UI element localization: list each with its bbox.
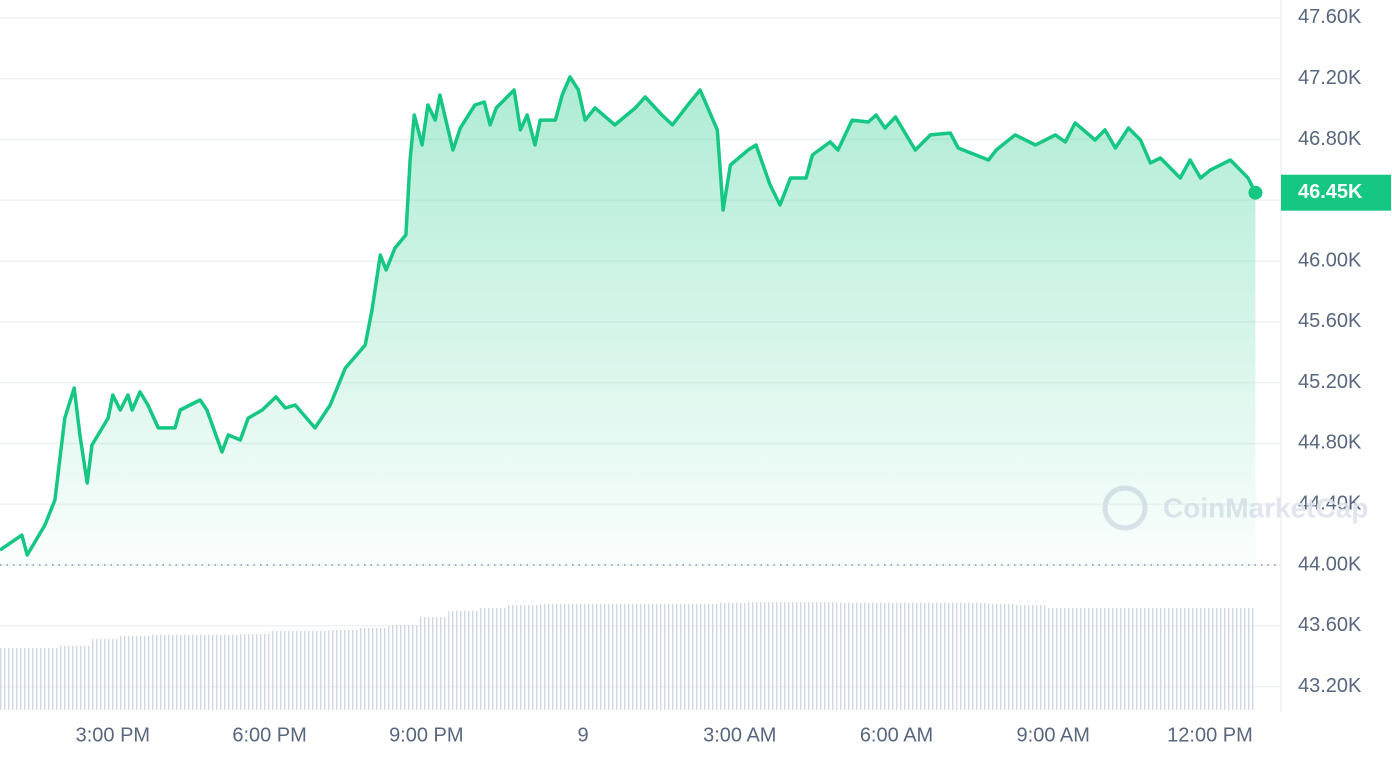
y-tick-label: 43.60K bbox=[1298, 614, 1362, 636]
price-tag-label: 46.45K bbox=[1298, 181, 1363, 203]
y-tick-label: 47.60K bbox=[1298, 6, 1362, 28]
x-tick-label: 3:00 AM bbox=[703, 724, 776, 746]
x-tick-label: 6:00 AM bbox=[860, 724, 933, 746]
volume-bar bbox=[597, 604, 628, 710]
volume-bar bbox=[0, 648, 30, 710]
y-tick-label: 44.80K bbox=[1298, 432, 1362, 454]
price-tag bbox=[1281, 174, 1391, 211]
volume-bar bbox=[478, 608, 508, 710]
volume-bar bbox=[328, 630, 359, 710]
volume-bar bbox=[1105, 608, 1136, 710]
volume-bar bbox=[567, 604, 598, 710]
y-tick-label: 47.20K bbox=[1298, 67, 1362, 89]
y-tick-label: 46.00K bbox=[1298, 249, 1362, 271]
y-tick-label: 44.00K bbox=[1298, 553, 1362, 575]
volume-bar bbox=[986, 604, 1016, 710]
volume-bar bbox=[59, 646, 90, 710]
volume-bar bbox=[1015, 605, 1046, 710]
x-tick-label: 9 bbox=[577, 724, 588, 746]
volume-bar bbox=[687, 604, 718, 710]
volume-bar bbox=[776, 602, 807, 710]
volume-bar bbox=[836, 603, 867, 710]
price-area bbox=[0, 76, 1256, 566]
volume-bar bbox=[239, 634, 269, 710]
volume-bar bbox=[119, 636, 150, 710]
x-tick-label: 12:00 PM bbox=[1167, 724, 1253, 746]
volume-bar bbox=[956, 603, 987, 710]
y-tick-label: 46.80K bbox=[1298, 128, 1362, 150]
x-tick-label: 3:00 PM bbox=[76, 724, 150, 746]
volume-bar bbox=[1195, 608, 1226, 710]
volume-bar bbox=[209, 635, 240, 710]
volume-bar bbox=[298, 631, 329, 710]
volume-bar bbox=[866, 603, 897, 710]
volume-bar bbox=[89, 639, 120, 710]
volume-bar bbox=[1045, 608, 1076, 710]
volume-bar bbox=[1075, 608, 1106, 710]
y-tick-label: 44.40K bbox=[1298, 493, 1362, 515]
volume-bar bbox=[388, 625, 419, 710]
volume-bar bbox=[806, 602, 837, 710]
volume-bar bbox=[537, 604, 568, 710]
volume-bar bbox=[507, 605, 538, 710]
volume-bar bbox=[358, 628, 389, 710]
volume-bar bbox=[418, 617, 449, 710]
volume-bar bbox=[747, 602, 777, 710]
last-point bbox=[1248, 185, 1263, 200]
y-tick-label: 45.60K bbox=[1298, 310, 1362, 332]
volume-bar bbox=[627, 604, 658, 710]
volume-bar bbox=[149, 635, 180, 710]
volume-bar bbox=[179, 635, 210, 710]
volume-bar bbox=[657, 604, 688, 710]
volume-bar bbox=[717, 603, 748, 710]
volume-bar bbox=[1165, 608, 1196, 710]
volume-bar bbox=[448, 611, 479, 710]
volume-bar bbox=[1135, 608, 1166, 710]
volume-bar bbox=[268, 631, 299, 710]
y-tick-label: 45.20K bbox=[1298, 371, 1362, 393]
x-tick-label: 6:00 PM bbox=[232, 724, 306, 746]
volume-bar bbox=[926, 603, 957, 710]
x-tick-label: 9:00 PM bbox=[389, 724, 463, 746]
x-tick-label: 9:00 AM bbox=[1017, 724, 1090, 746]
y-tick-label: 43.20K bbox=[1298, 675, 1362, 697]
price-line bbox=[0, 75, 1257, 557]
volume-bar bbox=[1225, 608, 1255, 710]
volume-bar bbox=[896, 603, 927, 710]
volume-bar bbox=[29, 648, 60, 710]
